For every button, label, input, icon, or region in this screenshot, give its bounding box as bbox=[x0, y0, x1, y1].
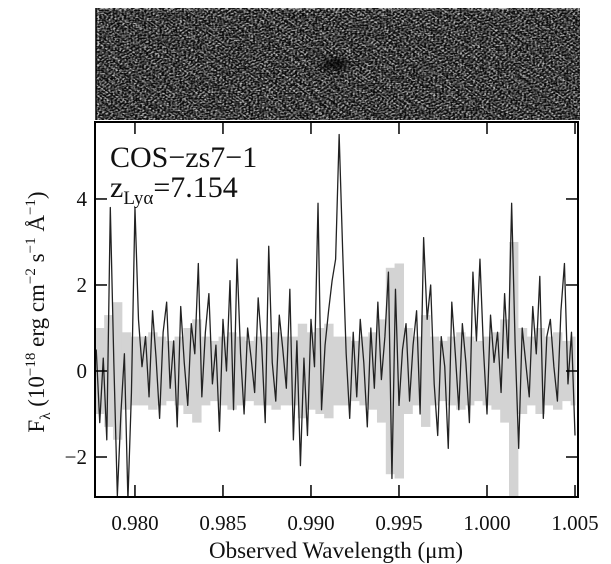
error-band bbox=[183, 327, 193, 415]
error-band bbox=[306, 332, 316, 410]
error-band bbox=[324, 323, 334, 419]
x-tick-label: 0.995 bbox=[375, 511, 422, 535]
x-tick-label: 1.005 bbox=[551, 511, 598, 535]
annotation: COS−zs7−1 bbox=[110, 141, 257, 174]
spectrum-2d-image bbox=[96, 8, 580, 120]
error-band bbox=[535, 327, 545, 415]
y-tick-label: 0 bbox=[77, 359, 88, 383]
error-band bbox=[112, 302, 123, 440]
error-band bbox=[464, 336, 475, 406]
error-band bbox=[288, 336, 299, 406]
error-band bbox=[394, 263, 404, 479]
redshift-sub: Lyα bbox=[123, 188, 153, 209]
error-band bbox=[473, 340, 484, 402]
redshift-z: z bbox=[110, 171, 123, 204]
error-band bbox=[509, 241, 519, 497]
error-band bbox=[271, 332, 281, 410]
error-band bbox=[121, 332, 132, 410]
y-axis-label: Fλ (10−18 erg cm−2 s−1 Å−1) bbox=[23, 191, 54, 432]
error-band bbox=[297, 323, 308, 419]
error-band bbox=[244, 340, 255, 402]
plot-area bbox=[95, 133, 576, 497]
error-band bbox=[482, 336, 492, 406]
error-band bbox=[517, 327, 528, 415]
ylabel-part: F bbox=[24, 420, 49, 433]
x-tick-label: 0.985 bbox=[199, 511, 246, 535]
ylabel-part: Å bbox=[24, 215, 49, 238]
x-axis-label: Observed Wavelength (μm) bbox=[209, 538, 463, 563]
ylabel-part: −1 bbox=[23, 237, 39, 253]
ylabel-part: −1 bbox=[23, 199, 39, 215]
ylabel-part: erg cm bbox=[24, 284, 49, 353]
y-tick-label: 4 bbox=[77, 187, 88, 211]
error-band bbox=[315, 327, 325, 415]
ylabel-part: λ bbox=[38, 412, 54, 420]
ylabel-part: ) bbox=[24, 191, 49, 199]
error-band bbox=[429, 336, 440, 406]
error-band bbox=[438, 340, 448, 402]
error-band bbox=[500, 319, 510, 423]
spectrum-line bbox=[95, 133, 576, 497]
error-band bbox=[200, 336, 211, 406]
plot-frame bbox=[94, 121, 579, 498]
error-band bbox=[262, 336, 272, 406]
ylabel-part: (10 bbox=[24, 376, 49, 412]
redshift-label: zLyα=7.154 bbox=[110, 171, 238, 209]
x-tick-label: 1.000 bbox=[463, 511, 510, 535]
y-tick-label: 2 bbox=[77, 273, 88, 297]
error-band bbox=[209, 340, 220, 402]
error-band bbox=[412, 336, 422, 406]
error-band bbox=[130, 336, 140, 406]
error-band bbox=[526, 336, 537, 406]
error-band bbox=[447, 336, 457, 406]
error-band bbox=[192, 319, 202, 423]
y-tick-label: −2 bbox=[65, 445, 87, 469]
x-tick-label: 0.980 bbox=[111, 511, 158, 535]
redshift-value: =7.154 bbox=[153, 171, 237, 204]
error-band bbox=[253, 336, 264, 406]
ylabel-part: −2 bbox=[23, 268, 39, 284]
ylabel-part: s bbox=[24, 253, 49, 268]
error-band bbox=[553, 332, 563, 410]
error-band bbox=[420, 315, 431, 427]
x-tick-label: 0.990 bbox=[287, 511, 334, 535]
error-band bbox=[544, 336, 554, 406]
error-band bbox=[236, 336, 246, 406]
error-band bbox=[491, 332, 501, 410]
error-band bbox=[332, 336, 343, 406]
error-band bbox=[165, 340, 176, 402]
error-band bbox=[148, 332, 158, 410]
error-band bbox=[104, 315, 114, 427]
error-band bbox=[218, 336, 228, 406]
error-band bbox=[139, 336, 149, 406]
ylabel-part: −18 bbox=[23, 353, 39, 376]
